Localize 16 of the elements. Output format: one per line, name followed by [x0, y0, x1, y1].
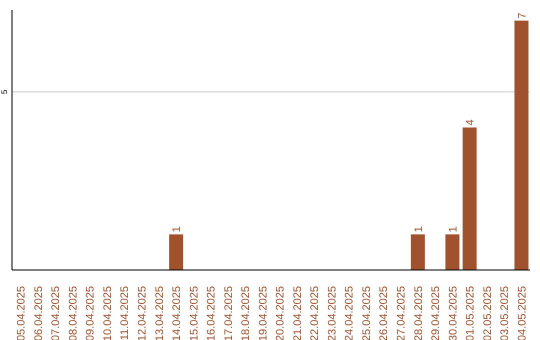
y-tick-label: 5: [0, 89, 9, 94]
data-label: 1: [171, 226, 184, 232]
x-tick-label: 19.04.2025: [257, 286, 270, 340]
x-tick-label: 11.04.2025: [119, 286, 132, 340]
data-label: 4: [464, 119, 477, 126]
data-label: 1: [447, 226, 460, 232]
data-label: 1: [412, 226, 425, 232]
x-tick-label: 12.04.2025: [136, 286, 148, 340]
x-tick-label: 10.04.2025: [102, 286, 114, 340]
x-tick-label: 13.04.2025: [154, 286, 166, 340]
x-tick-label: 15.04.2025: [188, 286, 200, 340]
data-label: 7: [516, 12, 528, 19]
x-tick-label: 18.04.2025: [240, 286, 252, 340]
x-tick-label: 16.04.2025: [206, 286, 218, 340]
x-tick-label: 14.04.2025: [171, 286, 184, 340]
x-tick-label: 17.04.2025: [222, 286, 235, 340]
